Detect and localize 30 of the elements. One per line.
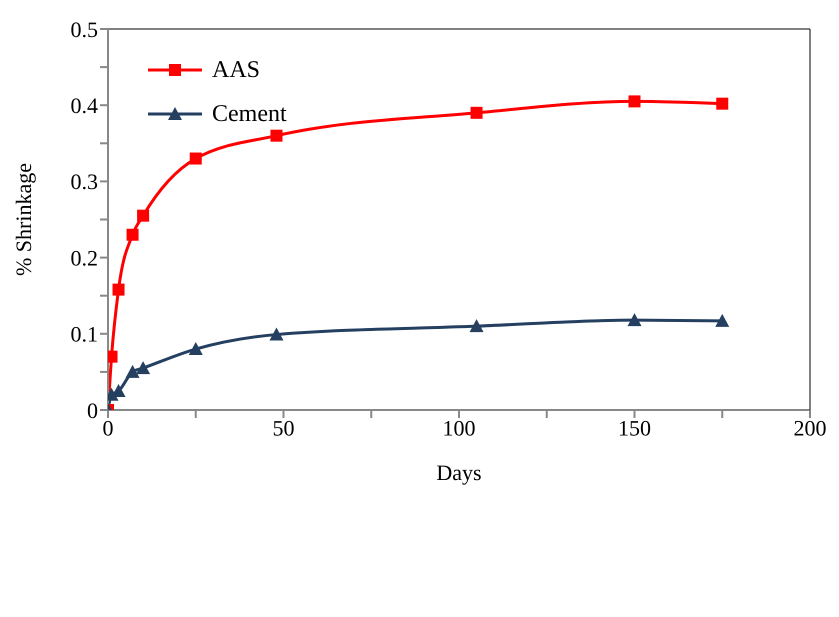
legend-label: AAS xyxy=(212,56,260,84)
point xyxy=(188,342,203,356)
y-tick-label: 0.3 xyxy=(70,169,98,194)
x-tick-label: 0 xyxy=(102,416,114,441)
legend-label: Cement xyxy=(212,100,287,128)
point xyxy=(126,228,139,241)
x-axis-title: Days xyxy=(436,460,482,485)
x-tick-label: 200 xyxy=(794,416,826,441)
y-tick-label: 0.5 xyxy=(70,16,98,42)
x-tick-label: 50 xyxy=(272,416,294,441)
point xyxy=(628,95,640,108)
point xyxy=(136,361,150,374)
point xyxy=(470,106,483,119)
point xyxy=(716,98,728,110)
y-tick-label: 0.1 xyxy=(70,322,98,347)
y-tick-label: 0.2 xyxy=(70,245,98,270)
y-tick-label: 0 xyxy=(87,398,98,423)
point xyxy=(270,130,282,142)
point xyxy=(628,313,642,326)
point xyxy=(190,152,202,165)
y-tick-label: 0.4 xyxy=(70,93,98,118)
point xyxy=(137,210,150,222)
point xyxy=(715,314,730,327)
point xyxy=(269,328,284,341)
point xyxy=(470,319,484,332)
x-tick-label: 100 xyxy=(442,416,476,441)
y-axis-title: % Shrinkage xyxy=(10,162,36,276)
point xyxy=(112,284,125,296)
x-tick-label: 150 xyxy=(618,416,651,441)
point xyxy=(126,364,140,378)
